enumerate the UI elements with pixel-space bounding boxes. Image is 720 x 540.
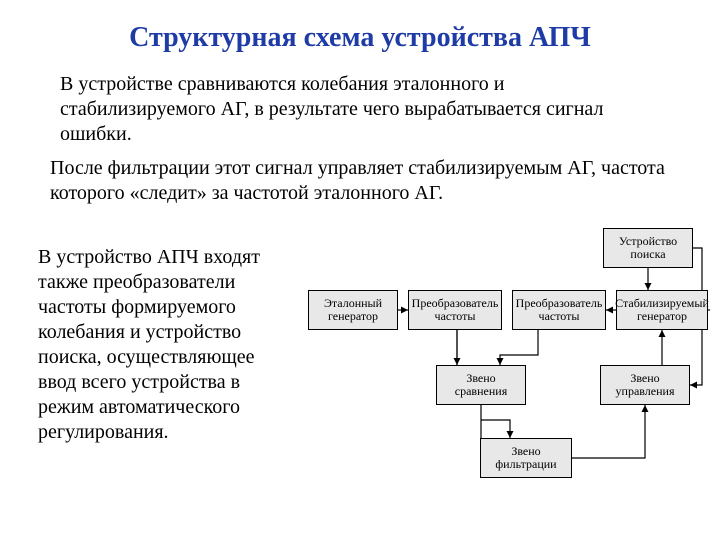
node-ref_gen: Эталонный генератор bbox=[308, 290, 398, 330]
paragraph-3: В устройство АПЧ входят также преобразов… bbox=[38, 245, 293, 445]
edge-8 bbox=[572, 405, 645, 458]
paragraph-1: В устройстве сравниваются колебания этал… bbox=[60, 72, 660, 147]
paragraph-2: После фильтрации этот сигнал управляет с… bbox=[50, 156, 680, 206]
node-compare: Звено сравнения bbox=[436, 365, 526, 405]
edge-5 bbox=[500, 330, 538, 365]
node-control: Звено управления bbox=[600, 365, 690, 405]
node-conv1: Преобразователь частоты bbox=[408, 290, 502, 330]
edge-7 bbox=[481, 420, 510, 438]
node-conv2: Преобразователь частоты bbox=[512, 290, 606, 330]
slide-title: Структурная схема устройства АПЧ bbox=[0, 22, 720, 54]
node-stab_gen: Стабилизируемый генератор bbox=[616, 290, 708, 330]
slide: Структурная схема устройства АПЧ В устро… bbox=[0, 0, 720, 540]
node-search: Устройство поиска bbox=[603, 228, 693, 268]
flowchart: Устройство поискаЭталонный генераторПрео… bbox=[300, 220, 710, 510]
node-filter: Звено фильтрации bbox=[480, 438, 572, 478]
